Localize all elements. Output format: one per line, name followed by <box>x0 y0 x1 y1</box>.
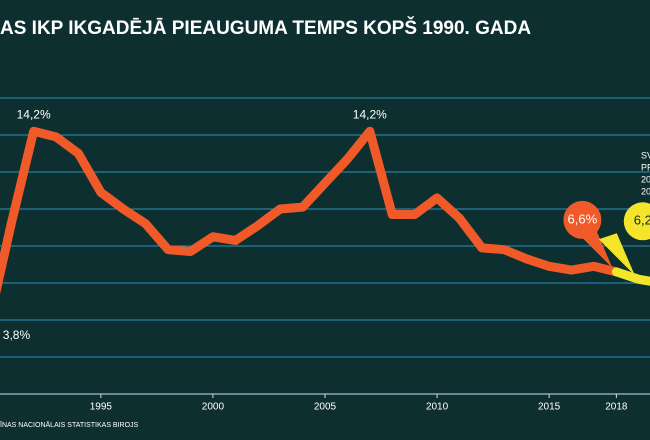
bubble <box>563 200 602 239</box>
value-label: 6,2 <box>634 213 650 228</box>
x-tick-label: 2000 <box>202 402 225 413</box>
bubble <box>623 202 650 241</box>
x-tick-label: 1995 <box>90 402 113 413</box>
line-series <box>0 126 621 295</box>
annotation: PROG <box>641 162 650 172</box>
value-label: 3,8% <box>3 328 31 342</box>
annotation: 2019. <box>641 174 650 184</box>
x-tick-label: 2005 <box>314 402 337 413</box>
annotation: SV <box>641 150 650 160</box>
x-tick-label: 2010 <box>426 402 449 413</box>
value-label: 14,2% <box>353 107 387 121</box>
value-label: 14,2% <box>17 107 51 121</box>
source: ĪNAS NACIONĀLAIS STATISTIKAS BIROJS <box>0 421 139 429</box>
line-series <box>611 267 650 286</box>
bubble-pointer <box>598 233 635 276</box>
value-label: 6,6% <box>568 211 598 226</box>
x-tick-label: 2018 <box>605 402 628 413</box>
chart-title: AS IKP IKGADĒJĀ PIEAUGUMA TEMPS KOPŠ 199… <box>0 17 531 39</box>
x-tick-label: 2015 <box>538 402 561 413</box>
